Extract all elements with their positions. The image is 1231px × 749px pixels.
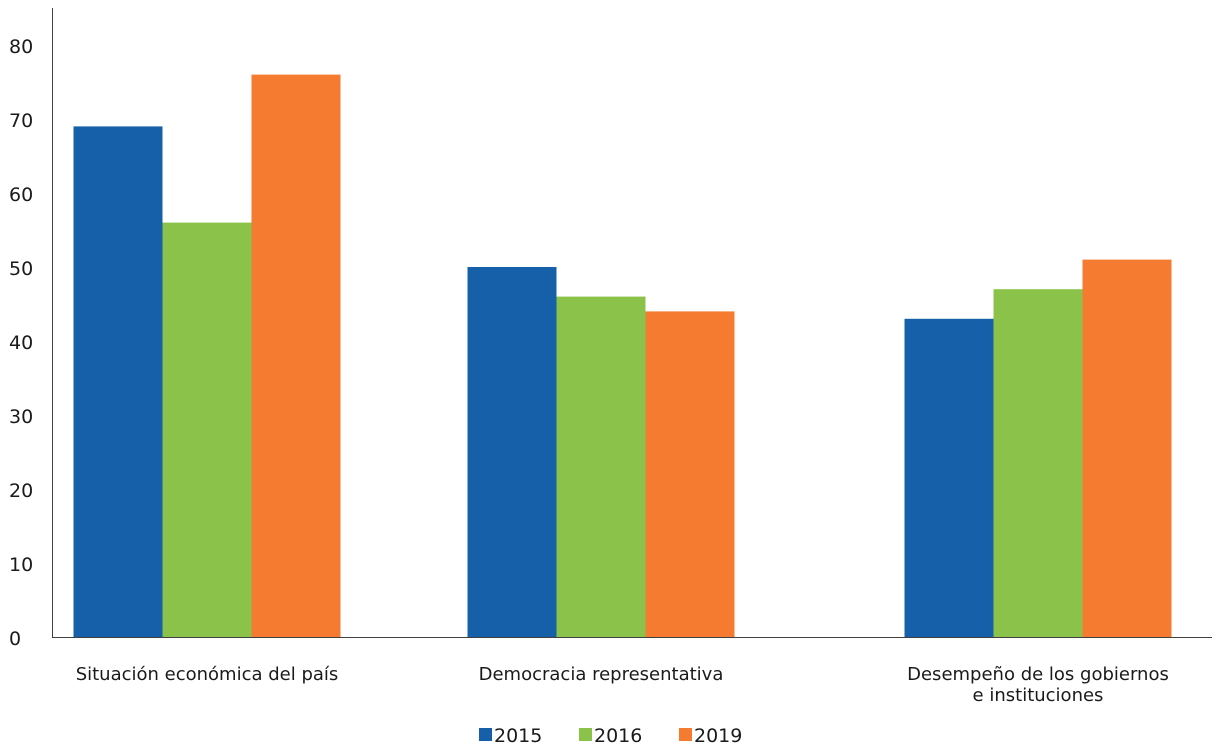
y-tick-label: 50 — [9, 258, 33, 280]
axes — [52, 8, 1212, 638]
legend-label: 2019 — [694, 725, 742, 747]
bar-2019 — [645, 311, 735, 637]
legend-item-2015: 2015 — [479, 725, 542, 747]
x-category-label: Situación económica del país — [76, 664, 339, 685]
legend-swatch — [679, 728, 692, 741]
bar-2015 — [904, 318, 994, 637]
bars — [73, 74, 1172, 638]
legend: 2015 2016 2019 — [479, 725, 742, 747]
legend-item-2019: 2019 — [679, 725, 742, 747]
y-tick-label: 30 — [9, 406, 33, 428]
category-labels: Situación económica del país Democracia r… — [76, 664, 1169, 706]
bar-2015 — [467, 267, 557, 637]
y-tick-label: 20 — [9, 480, 33, 502]
bar-2016 — [162, 222, 252, 637]
y-tick-labels: 0 10 20 30 40 50 60 70 80 — [9, 36, 33, 650]
x-category-label: Desempeño de los gobiernos e institucione… — [907, 664, 1169, 706]
y-tick-label: 60 — [9, 184, 33, 206]
bar-2019 — [251, 74, 341, 638]
y-tick-label: 80 — [9, 36, 33, 58]
bar-2016 — [993, 289, 1083, 637]
legend-label: 2016 — [594, 725, 642, 747]
y-tick-label: 70 — [9, 110, 33, 132]
y-tick-label: 0 — [9, 628, 21, 650]
legend-label: 2015 — [494, 725, 542, 747]
legend-item-2016: 2016 — [579, 725, 642, 747]
legend-swatch — [479, 728, 492, 741]
legend-swatch — [579, 728, 592, 741]
y-tick-label: 40 — [9, 332, 33, 354]
bar-2015 — [73, 126, 163, 638]
bar-2019 — [1082, 259, 1172, 637]
y-tick-label: 10 — [9, 554, 33, 576]
bar-2016 — [556, 296, 646, 637]
x-category-label: Democracia representativa — [479, 664, 724, 685]
